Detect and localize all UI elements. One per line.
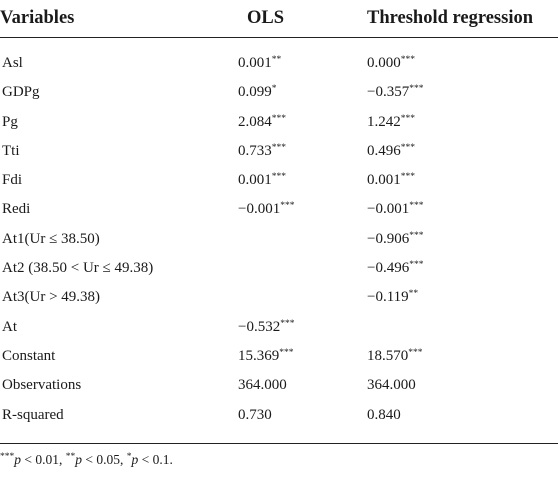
row-label: Tti [2,142,20,159]
threshold-cell: 18.570*** [367,347,423,364]
ols-cell: 2.084*** [238,113,286,130]
significance-stars: ** [408,289,419,300]
table-row: At1(Ur ≤ 38.50) −0.906*** [0,225,558,254]
ols-cell: 0.001** [238,55,282,71]
footnote-stars-3: * [126,452,132,462]
table-row: R-squared 0.730 0.840 [0,401,558,430]
threshold-cell: 0.496*** [367,142,415,159]
threshold-cell: 0.000*** [367,55,415,71]
threshold-cell: −0.119** [367,289,419,306]
significance-stars: *** [400,172,415,183]
significance-stars: *** [408,347,423,358]
row-label: Fdi [2,172,23,189]
threshold-cell: −0.496*** [367,260,424,277]
significance-stars: *** [279,347,294,358]
footnote-stars-2: ** [65,452,76,462]
threshold-cell: 1.242*** [367,113,415,130]
header-threshold-regression: Threshold regression [367,8,534,28]
footnote-p-3: p [131,452,139,467]
row-label: At1(Ur ≤ 38.50) [2,230,100,247]
threshold-cell: 0.001*** [367,172,415,189]
significance-stars: *** [271,113,286,124]
threshold-cell: −0.906*** [367,230,424,247]
threshold-cell: −0.001*** [367,201,424,218]
row-label: Redi [2,201,31,218]
ols-cell: −0.001*** [238,201,295,218]
footnote-stars-1: *** [0,452,15,462]
table-row: GDPg 0.099* −0.357*** [0,78,558,107]
significance-stars: * [271,84,277,95]
significance-stars: *** [271,142,286,153]
significance-stars: *** [409,260,424,271]
threshold-cell: −0.357*** [367,84,424,101]
footnote-threshold-1: < 0.01, [21,452,66,467]
footnote-p-1: p [14,452,21,467]
row-label: Asl [2,55,23,71]
significance-stars: *** [409,84,424,95]
threshold-cell: 364.000 [367,377,416,394]
significance-stars: *** [409,230,424,241]
significance-stars: *** [271,172,286,183]
table-row: Fdi 0.001*** 0.001*** [0,166,558,195]
significance-stars: *** [400,142,415,153]
row-label: At [2,318,17,335]
ols-cell: 0.099* [238,84,277,101]
row-label: At2 (38.50 < Ur ≤ 49.38) [2,260,154,277]
row-label: Constant [2,347,56,364]
ols-cell: 15.369*** [238,347,294,364]
ols-cell: −0.532*** [238,318,295,335]
row-label: GDPg [2,84,40,101]
bottom-rule [0,443,558,444]
significance-footnote: ***p < 0.01, **p < 0.05, *p < 0.1. [0,451,173,469]
row-label: At3(Ur > 49.38) [2,289,101,306]
table-row: Asl 0.001** 0.000*** [0,49,558,78]
significance-stars: *** [280,318,295,329]
footnote-threshold-3: < 0.1. [138,452,173,467]
row-label: R-squared [2,406,64,423]
significance-stars: ** [271,55,282,65]
table-row: Constant 15.369*** 18.570*** [0,342,558,371]
table-row: Tti 0.733*** 0.496*** [0,137,558,166]
header-variables: Variables [0,8,75,28]
ols-cell: 0.730 [238,406,272,423]
ols-cell: 0.733*** [238,142,286,159]
significance-stars: *** [409,201,424,212]
significance-stars: *** [400,55,415,65]
regression-table-body: Asl 0.001** 0.000*** GDPg 0.099* −0.357*** Pg 2… [0,49,558,430]
table-row: At2 (38.50 < Ur ≤ 49.38) −0.496*** [0,254,558,283]
row-label: Observations [2,377,82,394]
header-rule [0,37,558,38]
table-row: At3(Ur > 49.38) −0.119** [0,283,558,312]
footnote-threshold-2: < 0.05, [82,452,127,467]
ols-cell: 364.000 [238,377,287,394]
table-row: Redi −0.001*** −0.001*** [0,195,558,224]
table-row: Pg 2.084*** 1.242*** [0,108,558,137]
ols-cell: 0.001*** [238,172,286,189]
significance-stars: *** [280,201,295,212]
header-ols: OLS [247,8,285,28]
footnote-p-2: p [75,452,82,467]
table-row: Observations 364.000 364.000 [0,371,558,400]
significance-stars: *** [400,113,415,124]
row-label: Pg [2,113,18,130]
table-row: At −0.532*** [0,313,558,342]
threshold-cell: 0.840 [367,406,401,423]
